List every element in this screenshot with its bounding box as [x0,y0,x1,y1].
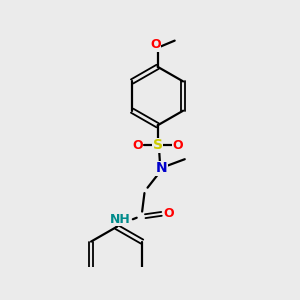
Text: O: O [172,139,183,152]
Text: S: S [153,138,163,152]
Text: O: O [132,139,143,152]
Text: O: O [163,207,174,220]
Text: NH: NH [110,213,131,226]
Text: O: O [141,299,151,300]
Text: N: N [156,161,167,176]
Text: O: O [150,38,160,51]
